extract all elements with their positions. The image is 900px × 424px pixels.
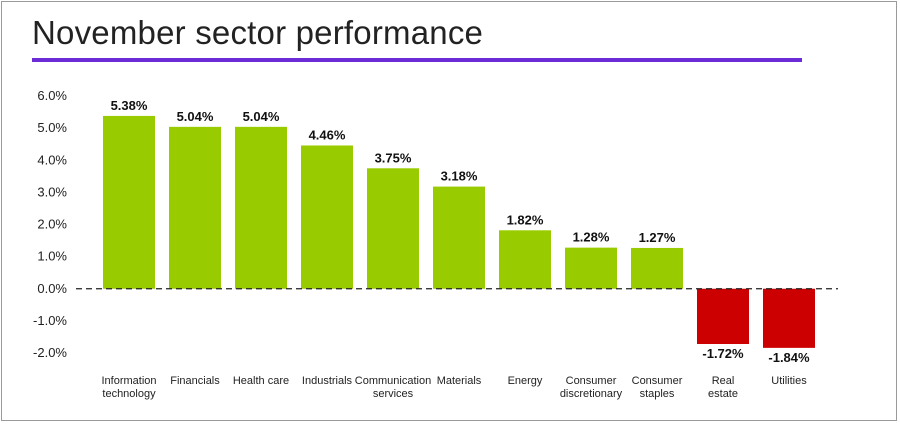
category-label: Health care [233, 375, 289, 387]
category-label: technology [102, 388, 156, 400]
bar [433, 186, 485, 289]
category-label: Utilities [771, 375, 807, 387]
y-tick-label: -2.0% [33, 345, 67, 360]
chart-title: November sector performance [32, 14, 484, 51]
y-tick-label: 2.0% [37, 217, 67, 232]
bar [103, 115, 155, 289]
y-tick-label: 5.0% [37, 120, 67, 135]
y-tick-label: 4.0% [37, 152, 67, 167]
y-tick-label: 6.0% [37, 88, 67, 103]
y-tick-label: -1.0% [33, 313, 67, 328]
category-label: Real [712, 375, 735, 387]
data-labels: 5.38% 5.04% 5.04% 4.46% 3.75% 3.18% 1.82% 1.28%… [111, 98, 810, 365]
data-label: -1.72% [702, 346, 744, 361]
bars [103, 115, 815, 348]
y-tick-label: 0.0% [37, 281, 67, 296]
data-label: 5.04% [177, 109, 214, 124]
bar [169, 126, 221, 289]
data-label: 3.18% [441, 169, 478, 184]
y-axis-ticks: 6.0% 5.0% 4.0% 3.0% 2.0% 1.0% 0.0% -1.0% -2.0% [33, 88, 67, 360]
data-label: 4.46% [309, 127, 346, 142]
data-label: 1.82% [507, 212, 544, 227]
category-label: estate [708, 388, 738, 400]
bar [367, 168, 419, 289]
category-label: services [373, 388, 414, 400]
bar [235, 126, 287, 289]
category-label: staples [640, 388, 675, 400]
data-label: 1.28% [573, 230, 610, 245]
bar [631, 247, 683, 289]
category-label: Financials [170, 375, 220, 387]
bar [763, 288, 815, 348]
y-tick-label: 1.0% [37, 249, 67, 264]
bar [697, 288, 749, 345]
title-underline [32, 58, 802, 62]
category-label: Energy [508, 375, 543, 387]
category-label: Industrials [302, 375, 353, 387]
category-label: Information [101, 375, 156, 387]
bar [565, 247, 617, 289]
data-label: 3.75% [375, 150, 412, 165]
data-label: 1.27% [639, 230, 676, 245]
data-label: 5.38% [111, 98, 148, 113]
data-label: 5.04% [243, 109, 280, 124]
category-label: Consumer [632, 375, 683, 387]
category-label: Consumer [566, 375, 617, 387]
category-label: Materials [437, 375, 482, 387]
bar [301, 145, 353, 289]
category-label: discretionary [560, 388, 623, 400]
category-label: Communication [355, 375, 431, 387]
data-label: -1.84% [768, 350, 810, 365]
y-tick-label: 3.0% [37, 184, 67, 199]
bar [499, 230, 551, 289]
